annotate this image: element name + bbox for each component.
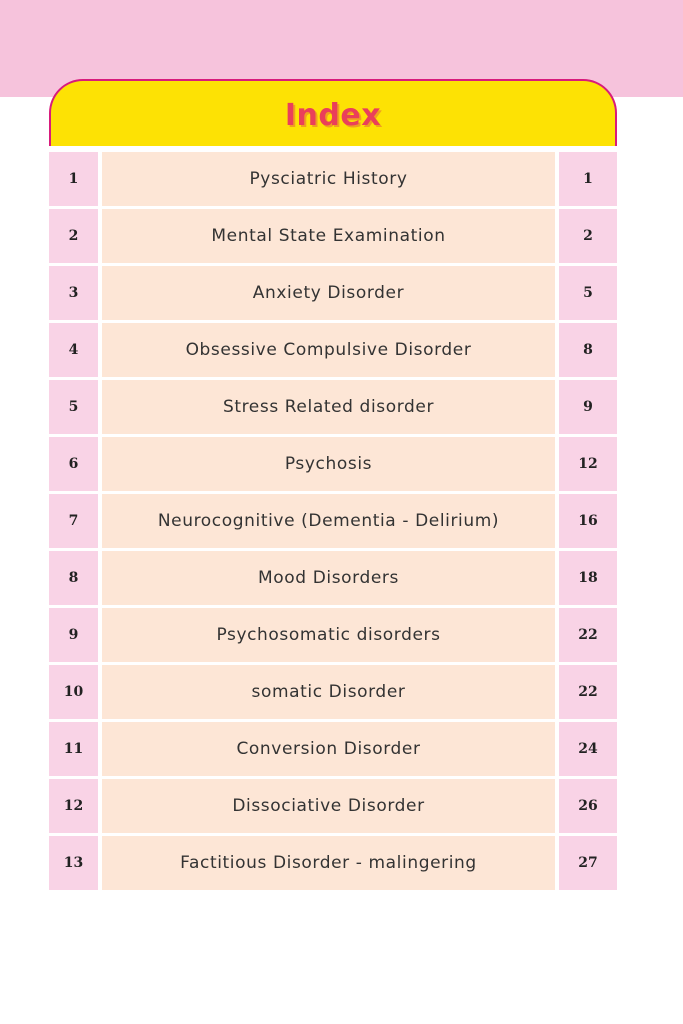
entry-topic: Mental State Examination [102, 209, 555, 263]
entry-topic: Conversion Disorder [102, 722, 555, 776]
entry-number: 8 [49, 551, 98, 605]
index-row[interactable]: 4 Obsessive Compulsive Disorder 8 [49, 323, 617, 380]
index-row[interactable]: 6 Psychosis 12 [49, 437, 617, 494]
index-row[interactable]: 7 Neurocognitive (Dementia - Delirium) 16 [49, 494, 617, 551]
index-row[interactable]: 12 Dissociative Disorder 26 [49, 779, 617, 836]
entry-page: 2 [559, 209, 617, 263]
index-row[interactable]: 11 Conversion Disorder 24 [49, 722, 617, 779]
entry-topic: Psychosomatic disorders [102, 608, 555, 662]
index-row[interactable]: 3 Anxiety Disorder 5 [49, 266, 617, 323]
entry-page: 8 [559, 323, 617, 377]
entry-number: 12 [49, 779, 98, 833]
entry-page: 22 [559, 665, 617, 719]
entry-number: 11 [49, 722, 98, 776]
entry-topic: Pysciatric History [102, 152, 555, 206]
entry-topic: Dissociative Disorder [102, 779, 555, 833]
entry-topic: Mood Disorders [102, 551, 555, 605]
entry-number: 10 [49, 665, 98, 719]
entry-topic: Obsessive Compulsive Disorder [102, 323, 555, 377]
index-header: Index [49, 79, 617, 146]
entry-page: 26 [559, 779, 617, 833]
entry-page: 16 [559, 494, 617, 548]
entry-page: 5 [559, 266, 617, 320]
entry-number: 6 [49, 437, 98, 491]
entry-page: 12 [559, 437, 617, 491]
entry-number: 5 [49, 380, 98, 434]
entry-page: 1 [559, 152, 617, 206]
entry-number: 3 [49, 266, 98, 320]
entry-page: 9 [559, 380, 617, 434]
entry-topic: Neurocognitive (Dementia - Delirium) [102, 494, 555, 548]
index-row[interactable]: 5 Stress Related disorder 9 [49, 380, 617, 437]
entry-page: 27 [559, 836, 617, 890]
index-row[interactable]: 1 Pysciatric History 1 [49, 152, 617, 209]
index-row[interactable]: 9 Psychosomatic disorders 22 [49, 608, 617, 665]
entry-topic: Stress Related disorder [102, 380, 555, 434]
entry-number: 1 [49, 152, 98, 206]
entry-number: 9 [49, 608, 98, 662]
entry-topic: Psychosis [102, 437, 555, 491]
entry-topic: Factitious Disorder - malingering [102, 836, 555, 890]
entry-page: 24 [559, 722, 617, 776]
page-title: Index [284, 98, 382, 133]
entry-topic: somatic Disorder [102, 665, 555, 719]
index-row[interactable]: 13 Factitious Disorder - malingering 27 [49, 836, 617, 893]
entry-page: 22 [559, 608, 617, 662]
index-row[interactable]: 10 somatic Disorder 22 [49, 665, 617, 722]
index-table: 1 Pysciatric History 1 2 Mental State Examin… [49, 152, 617, 893]
index-row[interactable]: 2 Mental State Examination 2 [49, 209, 617, 266]
index-row[interactable]: 8 Mood Disorders 18 [49, 551, 617, 608]
entry-number: 13 [49, 836, 98, 890]
entry-number: 2 [49, 209, 98, 263]
entry-number: 4 [49, 323, 98, 377]
entry-number: 7 [49, 494, 98, 548]
entry-page: 18 [559, 551, 617, 605]
entry-topic: Anxiety Disorder [102, 266, 555, 320]
